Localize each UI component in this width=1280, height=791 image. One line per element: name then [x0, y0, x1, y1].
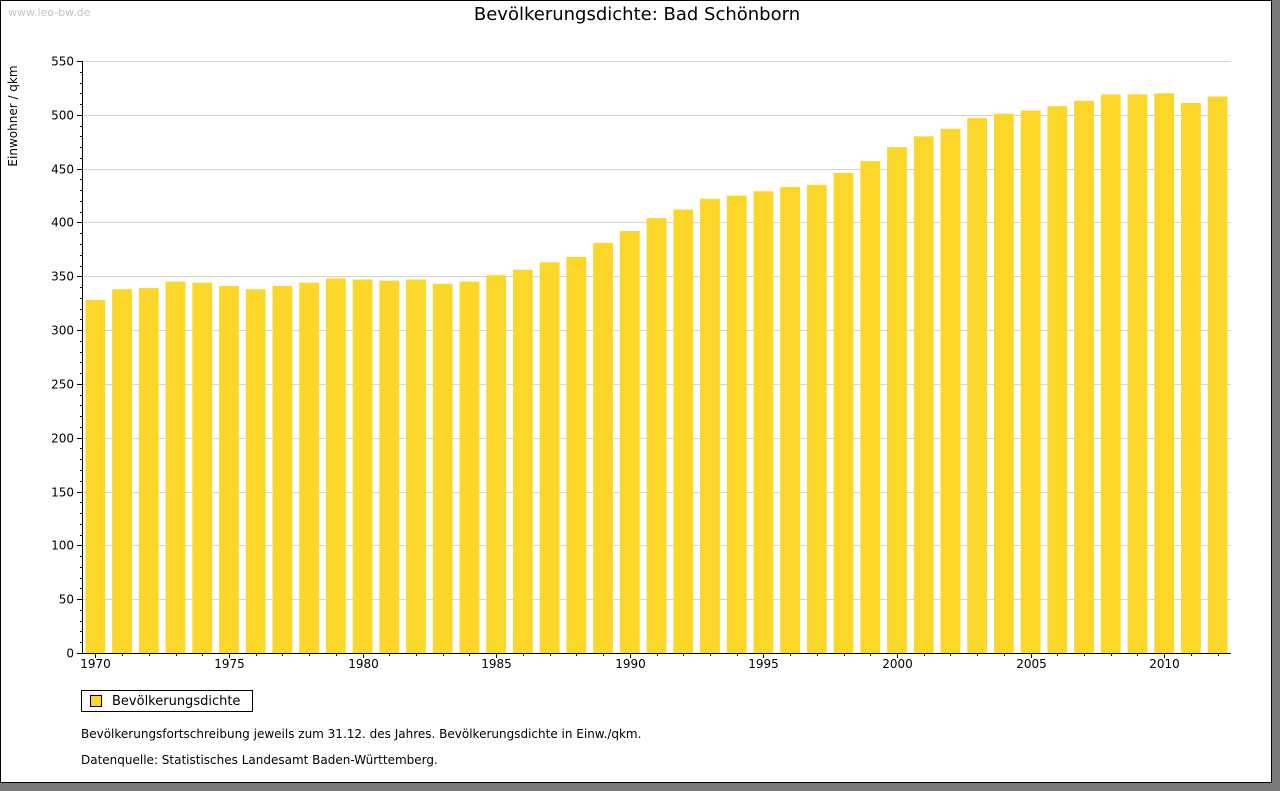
y-tick-label: 50	[59, 593, 74, 607]
y-tick-label: 350	[51, 270, 74, 284]
legend-label: Bevölkerungsdichte	[112, 693, 241, 709]
bar-1979	[325, 278, 346, 653]
watermark: www.leo-bw.de	[8, 6, 91, 19]
y-tick-label: 100	[51, 539, 74, 553]
y-tick-label: 300	[51, 324, 74, 338]
y-tick-label: 0	[66, 647, 74, 661]
bar-2004	[993, 113, 1014, 654]
bar-1999	[860, 161, 881, 653]
y-tick-label: 400	[51, 216, 74, 230]
bar-1993	[700, 198, 720, 653]
x-tick-label: 2005	[1016, 657, 1047, 671]
y-tick-label: 250	[51, 378, 74, 392]
bar-1972	[138, 288, 159, 653]
bar-1983	[432, 283, 453, 653]
bars	[85, 93, 1228, 654]
y-tick-label: 450	[51, 163, 74, 177]
bar-1977	[272, 285, 293, 653]
bar-1984	[459, 281, 480, 653]
bar-1980	[352, 279, 373, 653]
bar-2012	[1207, 96, 1228, 653]
bar-1986	[513, 269, 533, 653]
bar-2001	[913, 136, 934, 654]
x-tick-label: 1985	[481, 657, 512, 671]
bar-2009	[1127, 94, 1148, 654]
footnote-source: Datenquelle: Statistisches Landesamt Bad…	[81, 753, 438, 767]
bar-1973	[165, 281, 186, 653]
bar-1970	[85, 299, 106, 653]
legend: Bevölkerungsdichte	[81, 690, 254, 712]
x-tick-label: 1990	[615, 657, 646, 671]
bar-1990	[619, 231, 640, 653]
bar-2002	[940, 128, 961, 653]
bar-1974	[192, 282, 213, 653]
bar-1997	[806, 184, 827, 653]
y-tick-label: 150	[51, 486, 74, 500]
bar-1994	[726, 195, 747, 654]
axes	[77, 61, 1231, 658]
bar-2011	[1181, 102, 1201, 654]
x-tick-label: 2010	[1149, 657, 1180, 671]
bar-1987	[539, 262, 560, 653]
y-tick-label: 550	[51, 55, 74, 69]
bar-2000	[887, 147, 907, 654]
y-tick-label: 500	[51, 109, 74, 123]
bar-1981	[379, 280, 400, 653]
footnote-description: Bevölkerungsfortschreibung jeweils zum 3…	[81, 727, 642, 741]
bar-2010	[1154, 93, 1175, 654]
bar-1995	[753, 191, 774, 654]
bar-1975	[219, 285, 239, 653]
bar-1996	[780, 186, 800, 653]
x-tick-label: 1975	[214, 657, 245, 671]
bar-2005	[1020, 110, 1041, 653]
bar-1991	[646, 218, 667, 653]
x-tick-label: 1995	[748, 657, 779, 671]
bar-2006	[1047, 106, 1068, 653]
bar-chart: 0 50 100 150 200 250 300 350 400 450 500 550 1970 197…	[51, 55, 1231, 672]
tick-labels: 0 50 100 150 200 250 300 350 400 450 500 550 1970 197…	[51, 55, 1180, 672]
chart-title: Bevölkerungsdichte: Bad Schönborn	[473, 4, 801, 25]
bar-1998	[833, 172, 854, 653]
y-tick-label: 200	[51, 432, 74, 446]
bar-1985	[486, 275, 507, 653]
bar-1982	[406, 279, 426, 653]
bar-1988	[566, 256, 587, 653]
bar-1992	[673, 209, 694, 654]
bar-1976	[245, 289, 266, 653]
legend-swatch	[90, 695, 102, 707]
x-tick-label: 1980	[348, 657, 379, 671]
bar-2007	[1074, 100, 1094, 653]
bar-1971	[112, 289, 132, 653]
x-tick-label: 1970	[80, 657, 111, 671]
bar-1989	[593, 242, 613, 653]
bar-1978	[299, 282, 320, 653]
x-tick-label: 2000	[882, 657, 913, 671]
bar-2003	[967, 118, 988, 654]
bar-2008	[1100, 94, 1121, 654]
